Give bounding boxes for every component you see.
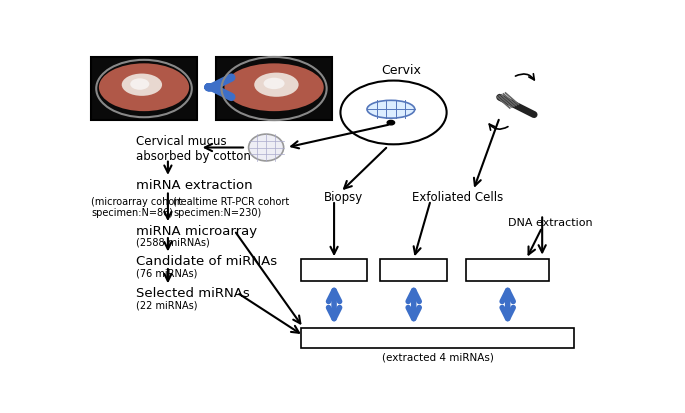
Text: miRNA microarray: miRNA microarray bbox=[136, 224, 257, 237]
Text: Cervical mucus
absorbed by cotton: Cervical mucus absorbed by cotton bbox=[136, 134, 251, 162]
FancyBboxPatch shape bbox=[380, 259, 447, 282]
FancyBboxPatch shape bbox=[466, 259, 549, 282]
Bar bbox=[91, 57, 197, 121]
Text: Histology: Histology bbox=[306, 264, 362, 277]
Ellipse shape bbox=[130, 79, 149, 90]
Text: Expression levels by Realtime RT-PCR: Expression levels by Realtime RT-PCR bbox=[327, 329, 549, 342]
Text: (realtime RT-PCR cohort
specimen:N=230): (realtime RT-PCR cohort specimen:N=230) bbox=[173, 196, 290, 218]
Text: Histology: Histology bbox=[306, 264, 362, 277]
Text: DNA extraction: DNA extraction bbox=[508, 218, 593, 228]
Circle shape bbox=[340, 81, 447, 145]
Text: (2588 miRNAs): (2588 miRNAs) bbox=[136, 237, 210, 247]
Ellipse shape bbox=[254, 74, 299, 97]
Text: (76 miRNAs): (76 miRNAs) bbox=[136, 268, 197, 278]
Text: (22 miRNAs): (22 miRNAs) bbox=[136, 299, 197, 310]
Ellipse shape bbox=[122, 74, 162, 97]
Text: (microarray cohort
specimen:N=86): (microarray cohort specimen:N=86) bbox=[91, 196, 182, 218]
Ellipse shape bbox=[249, 135, 284, 161]
Ellipse shape bbox=[264, 78, 284, 90]
Text: Exfoliated Cells: Exfoliated Cells bbox=[412, 191, 503, 204]
Ellipse shape bbox=[99, 64, 189, 112]
Bar bbox=[216, 57, 332, 121]
Text: HPV genotype: HPV genotype bbox=[466, 264, 549, 277]
Text: Cytology: Cytology bbox=[388, 264, 440, 277]
Text: Cytology: Cytology bbox=[388, 264, 440, 277]
Ellipse shape bbox=[225, 64, 324, 112]
Text: Cervix: Cervix bbox=[382, 64, 421, 77]
Text: Candidate of miRNAs: Candidate of miRNAs bbox=[136, 254, 277, 268]
FancyBboxPatch shape bbox=[301, 259, 367, 282]
Text: miRNA extraction: miRNA extraction bbox=[136, 178, 253, 191]
Text: Biopsy: Biopsy bbox=[323, 191, 363, 204]
FancyBboxPatch shape bbox=[301, 328, 574, 349]
Text: HPV genotype: HPV genotype bbox=[466, 264, 549, 277]
Text: Selected miRNAs: Selected miRNAs bbox=[136, 286, 250, 299]
Text: (extracted 4 miRNAs): (extracted 4 miRNAs) bbox=[382, 351, 493, 361]
Text: Expression levels by Realtime RT-PCR: Expression levels by Realtime RT-PCR bbox=[327, 332, 548, 344]
Circle shape bbox=[387, 121, 395, 126]
Ellipse shape bbox=[367, 101, 414, 119]
